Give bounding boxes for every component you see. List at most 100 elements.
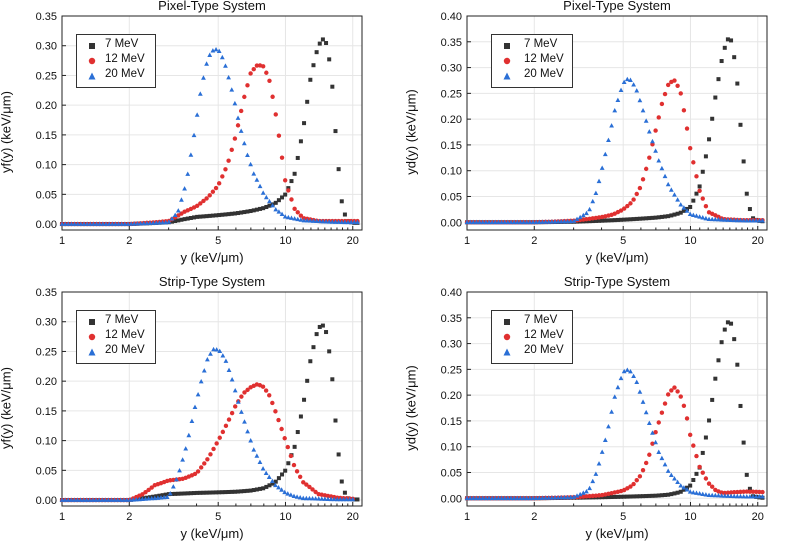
data-point-triangle — [226, 367, 232, 373]
data-point-triangle — [282, 214, 288, 219]
y-tick-label: 0.00 — [36, 219, 57, 231]
data-point-square — [311, 63, 316, 68]
data-point-square — [732, 337, 737, 342]
x-tick-label: 20 — [347, 235, 359, 247]
data-point-triangle — [188, 152, 194, 157]
data-point-square — [248, 209, 253, 214]
y-tick-label: 0.05 — [441, 191, 462, 203]
data-point-circle — [194, 203, 200, 208]
data-point-circle — [656, 115, 661, 120]
data-point-triangle — [344, 496, 349, 502]
data-point-triangle — [587, 485, 592, 491]
data-point-circle — [637, 474, 643, 479]
data-point-triangle — [480, 219, 486, 225]
data-point-triangle — [477, 495, 482, 501]
data-point-square — [217, 490, 222, 495]
data-point-square — [747, 486, 752, 491]
data-point-triangle — [192, 404, 198, 410]
data-point-triangle — [175, 208, 181, 213]
data-point-triangle — [540, 219, 545, 224]
data-point-square — [229, 211, 234, 216]
data-point-triangle — [122, 221, 128, 226]
data-point-triangle — [511, 495, 517, 501]
data-point-square — [292, 171, 297, 176]
data-point-square — [725, 37, 730, 42]
data-point-triangle — [304, 218, 310, 223]
data-point-square — [305, 99, 310, 104]
data-point-square — [678, 489, 683, 494]
data-point-triangle — [160, 219, 165, 225]
data-point-square — [327, 57, 332, 62]
data-point-triangle — [524, 495, 530, 501]
data-point-square — [634, 216, 639, 221]
data-point-square — [151, 494, 156, 499]
data-point-triangle — [68, 497, 74, 502]
data-point-triangle — [273, 482, 278, 488]
data-point-square — [688, 483, 693, 488]
data-point-circle — [653, 128, 658, 133]
data-point-triangle — [294, 494, 300, 499]
data-point-square — [719, 340, 724, 345]
data-point-square — [261, 206, 266, 211]
data-point-triangle — [511, 219, 517, 225]
data-point-triangle — [201, 75, 206, 80]
data-point-circle — [297, 474, 303, 479]
data-point-triangle — [631, 373, 637, 378]
data-point-square — [188, 491, 193, 496]
data-point-triangle — [624, 367, 630, 372]
data-point-triangle — [197, 91, 203, 96]
data-point-triangle — [697, 214, 703, 219]
data-point-square — [280, 195, 285, 200]
data-point-triangle — [706, 492, 712, 498]
data-point-triangle — [103, 221, 109, 226]
x-tick-label: 20 — [752, 235, 764, 247]
data-point-square — [324, 330, 329, 335]
data-point-triangle — [235, 115, 241, 120]
data-point-triangle — [571, 218, 577, 223]
y-tick-label: 0.25 — [441, 88, 462, 100]
data-point-triangle — [263, 194, 269, 200]
data-point-square — [236, 211, 241, 216]
data-point-triangle — [59, 497, 65, 502]
data-point-triangle — [558, 219, 564, 224]
x-tick-label: 1 — [59, 235, 65, 247]
data-point-square — [254, 487, 259, 492]
data-point-circle — [264, 70, 269, 75]
data-point-triangle — [536, 495, 542, 500]
data-point-square — [694, 471, 699, 476]
data-point-circle — [216, 181, 222, 186]
data-point-circle — [214, 441, 219, 446]
data-point-triangle — [546, 219, 552, 224]
data-point-triangle — [634, 379, 640, 384]
data-point-triangle — [656, 449, 662, 454]
data-point-circle — [254, 63, 260, 68]
data-point-triangle — [78, 497, 83, 502]
data-point-triangle — [637, 389, 643, 394]
x-tick-label: 10 — [279, 511, 291, 523]
data-point-square — [725, 320, 730, 325]
data-point-triangle — [342, 219, 348, 225]
data-point-triangle — [464, 495, 470, 501]
y-tick-label: 0.30 — [36, 317, 57, 329]
data-point-circle — [213, 185, 219, 191]
data-point-circle — [744, 489, 749, 494]
data-point-triangle — [91, 221, 96, 226]
data-point-circle — [647, 155, 652, 160]
data-point-square — [317, 324, 322, 329]
data-point-triangle — [270, 203, 276, 208]
data-point-square — [744, 472, 749, 477]
data-point-triangle — [744, 218, 750, 223]
data-point-square — [170, 219, 175, 224]
data-point-triangle — [628, 369, 633, 374]
data-point-triangle — [599, 165, 605, 170]
legend-label: 20 MeV — [524, 68, 564, 80]
plot-frame — [61, 291, 363, 507]
data-point-triangle — [207, 52, 213, 57]
data-point-square — [217, 213, 222, 218]
data-point-triangle — [213, 46, 219, 52]
data-point-triangle — [483, 219, 489, 225]
data-point-triangle — [470, 219, 476, 225]
data-point-square — [603, 218, 608, 223]
data-point-triangle — [668, 472, 674, 477]
data-point-triangle — [180, 457, 186, 462]
